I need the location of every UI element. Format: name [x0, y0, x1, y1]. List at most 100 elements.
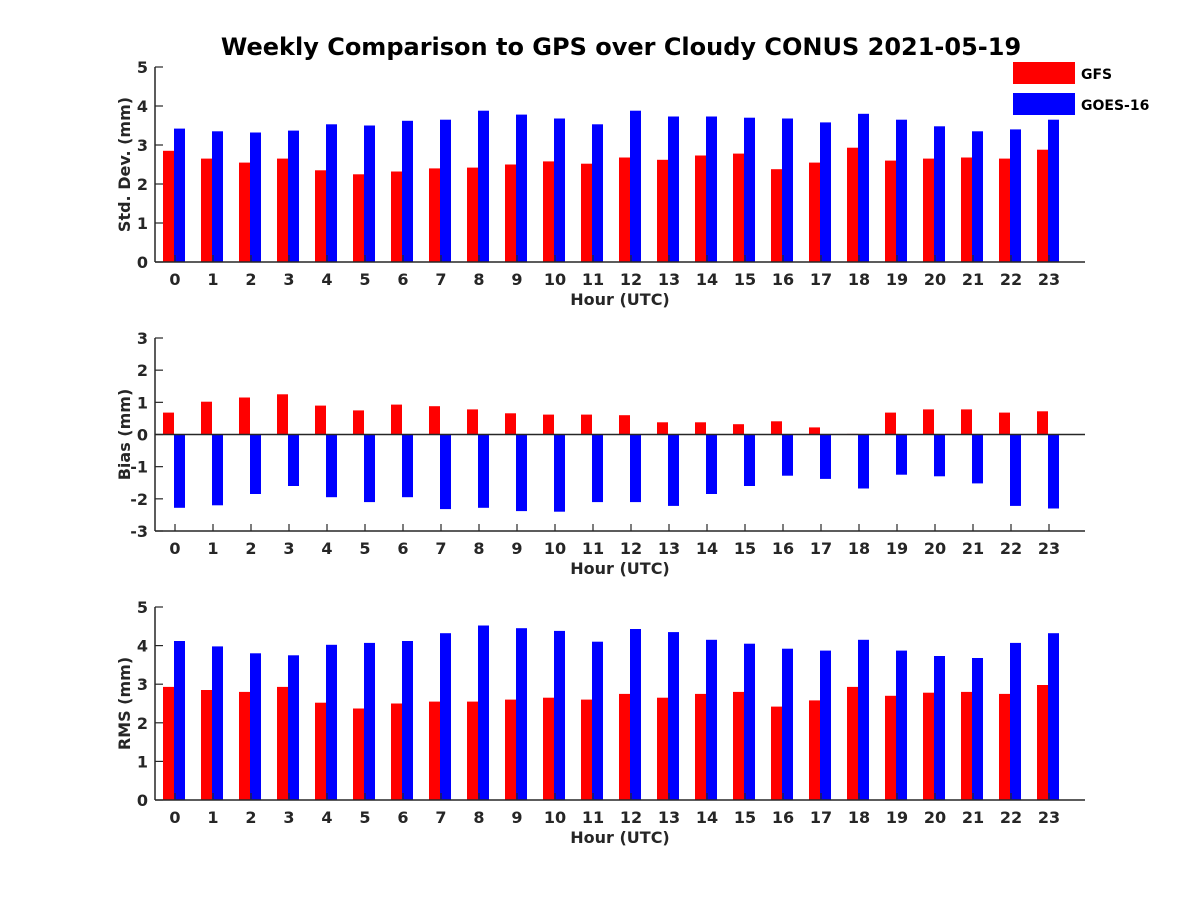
- x-tick-label-rms-11: 11: [582, 808, 604, 827]
- bar-stddev-gfs-15: [733, 153, 744, 262]
- bar-bias-gfs-2: [239, 397, 250, 435]
- bar-rms-goes-16-0: [174, 641, 185, 800]
- bar-bias-gfs-6: [391, 404, 402, 435]
- x-tick-label-bias-1: 1: [207, 539, 218, 558]
- bar-rms-gfs-2: [239, 691, 250, 800]
- x-tick-label-bias-22: 22: [1000, 539, 1022, 558]
- y-tick-label-bias-3: 3: [137, 329, 148, 348]
- x-tick-label-bias-20: 20: [924, 539, 946, 558]
- x-tick-label-bias-4: 4: [321, 539, 332, 558]
- bar-rms-gfs-22: [999, 693, 1010, 800]
- bar-stddev-goes-16-16: [782, 118, 793, 262]
- bar-bias-goes-16-7: [440, 434, 451, 510]
- bar-rms-goes-16-17: [820, 650, 831, 800]
- x-tick-label-rms-22: 22: [1000, 808, 1022, 827]
- x-tick-label-stddev-13: 13: [658, 270, 680, 289]
- bar-bias-goes-16-3: [288, 434, 299, 486]
- bar-rms-goes-16-23: [1048, 633, 1059, 800]
- x-tick-label-stddev-12: 12: [620, 270, 642, 289]
- bar-stddev-gfs-14: [695, 155, 706, 262]
- bar-stddev-gfs-3: [277, 158, 288, 262]
- x-tick-label-stddev-0: 0: [169, 270, 180, 289]
- bar-bias-goes-16-23: [1048, 434, 1059, 509]
- bar-stddev-gfs-2: [239, 162, 250, 262]
- bar-bias-gfs-3: [277, 394, 288, 435]
- bar-rms-goes-16-6: [402, 641, 413, 800]
- bar-stddev-gfs-5: [353, 174, 364, 263]
- bar-rms-goes-16-4: [326, 644, 337, 800]
- x-tick-label-stddev-10: 10: [544, 270, 566, 289]
- bar-bias-goes-16-10: [554, 434, 565, 512]
- bar-stddev-gfs-23: [1037, 149, 1048, 262]
- x-tick-label-rms-4: 4: [321, 808, 332, 827]
- bar-rms-goes-16-14: [706, 639, 717, 800]
- bar-bias-gfs-23: [1037, 411, 1048, 435]
- bar-rms-gfs-19: [885, 695, 896, 800]
- x-tick-label-bias-18: 18: [848, 539, 870, 558]
- bar-bias-goes-16-14: [706, 434, 717, 494]
- bar-bias-goes-16-11: [592, 434, 603, 503]
- x-tick-label-bias-17: 17: [810, 539, 832, 558]
- y-tick-label-rms-3: 3: [137, 675, 148, 694]
- figure-title: Weekly Comparison to GPS over Cloudy CON…: [221, 33, 1021, 61]
- bar-stddev-goes-16-3: [288, 130, 299, 262]
- y-tick-label-rms-4: 4: [137, 637, 148, 656]
- bar-bias-gfs-0: [163, 412, 174, 435]
- y-tick-label-stddev-1: 1: [137, 214, 148, 233]
- bar-rms-goes-16-16: [782, 648, 793, 800]
- x-tick-label-rms-12: 12: [620, 808, 642, 827]
- bar-stddev-goes-16-9: [516, 114, 527, 262]
- bar-bias-goes-16-17: [820, 434, 831, 479]
- x-tick-label-bias-19: 19: [886, 539, 908, 558]
- bar-rms-goes-16-18: [858, 639, 869, 800]
- bar-rms-goes-16-15: [744, 643, 755, 800]
- bar-stddev-goes-16-17: [820, 122, 831, 263]
- bar-bias-goes-16-12: [630, 434, 641, 503]
- x-tick-label-bias-16: 16: [772, 539, 794, 558]
- bar-stddev-goes-16-14: [706, 116, 717, 262]
- bar-bias-gfs-16: [771, 421, 782, 435]
- x-tick-label-rms-7: 7: [435, 808, 446, 827]
- bar-bias-gfs-5: [353, 410, 364, 435]
- bar-rms-gfs-9: [505, 699, 516, 800]
- bar-bias-gfs-15: [733, 424, 744, 435]
- bar-bias-gfs-1: [201, 401, 212, 435]
- bar-rms-gfs-0: [163, 686, 174, 800]
- x-tick-label-stddev-17: 17: [810, 270, 832, 289]
- bar-bias-gfs-10: [543, 414, 554, 435]
- bar-bias-gfs-7: [429, 406, 440, 435]
- legend-label-gfs: GFS: [1081, 67, 1112, 83]
- bar-bias-gfs-21: [961, 409, 972, 435]
- y-tick-label-bias-1: 1: [137, 393, 148, 412]
- x-tick-label-stddev-11: 11: [582, 270, 604, 289]
- x-tick-label-stddev-7: 7: [435, 270, 446, 289]
- bar-rms-goes-16-1: [212, 646, 223, 800]
- x-tick-label-rms-18: 18: [848, 808, 870, 827]
- x-tick-label-stddev-2: 2: [245, 270, 256, 289]
- bar-stddev-gfs-13: [657, 159, 668, 262]
- bar-bias-gfs-13: [657, 422, 668, 435]
- bar-bias-gfs-19: [885, 412, 896, 435]
- y-tick-label-stddev-4: 4: [137, 97, 148, 116]
- x-tick-label-bias-23: 23: [1038, 539, 1060, 558]
- bar-rms-goes-16-10: [554, 630, 565, 800]
- bar-rms-goes-16-11: [592, 641, 603, 800]
- bar-stddev-gfs-8: [467, 167, 478, 262]
- bar-rms-gfs-4: [315, 702, 326, 800]
- bar-rms-gfs-10: [543, 697, 554, 800]
- bar-rms-gfs-6: [391, 703, 402, 800]
- x-tick-label-bias-11: 11: [582, 539, 604, 558]
- bar-bias-goes-16-13: [668, 434, 679, 506]
- y-tick-label-stddev-0: 0: [137, 253, 148, 272]
- x-tick-label-stddev-19: 19: [886, 270, 908, 289]
- bar-bias-goes-16-18: [858, 434, 869, 489]
- x-tick-label-stddev-15: 15: [734, 270, 756, 289]
- bar-rms-gfs-18: [847, 686, 858, 800]
- x-tick-label-bias-6: 6: [397, 539, 408, 558]
- x-tick-label-bias-7: 7: [435, 539, 446, 558]
- bar-rms-gfs-21: [961, 691, 972, 800]
- x-tick-label-bias-14: 14: [696, 539, 718, 558]
- bar-stddev-goes-16-22: [1010, 129, 1021, 262]
